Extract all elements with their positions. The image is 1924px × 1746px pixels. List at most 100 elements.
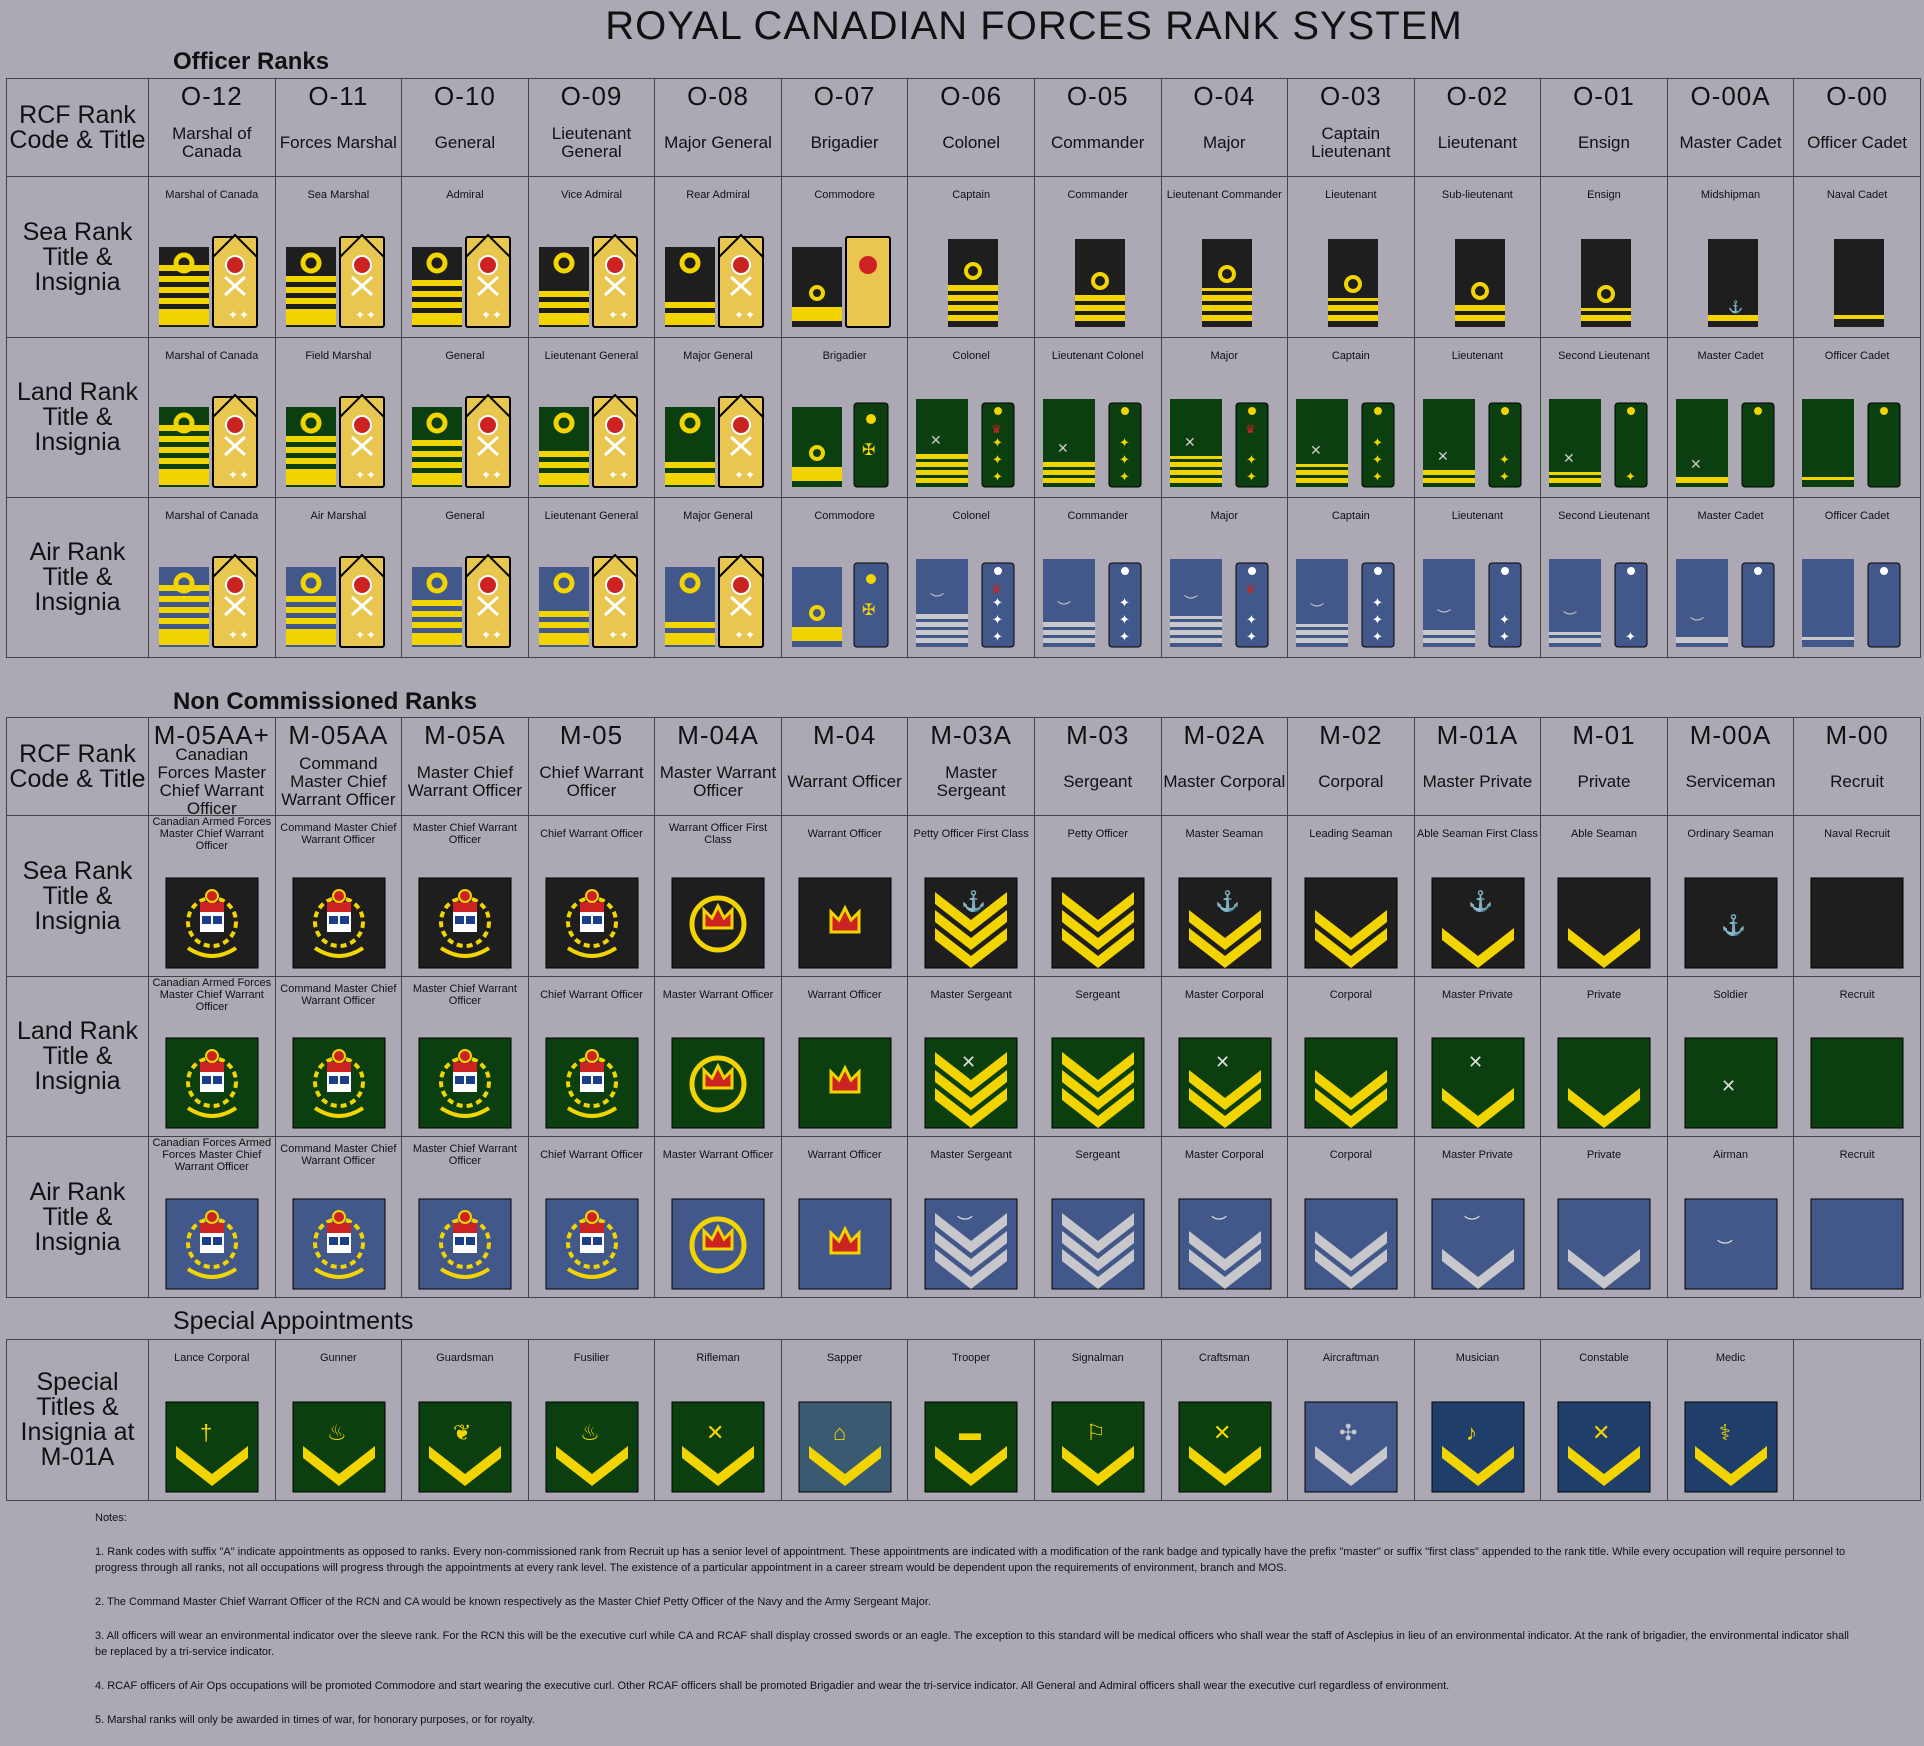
- air-insignia-icon: ︶: [908, 1193, 1034, 1291]
- rank-header-cell: M-00A Serviceman: [1666, 717, 1795, 816]
- svg-text:✦: ✦: [619, 468, 629, 482]
- land-insignia-icon: [1541, 1032, 1667, 1130]
- page-title: ROYAL CANADIAN FORCES RANK SYSTEM: [605, 4, 1463, 48]
- rank-header-cell: M-04 Warrant Officer: [780, 717, 909, 816]
- svg-text:︶: ︶: [1211, 1215, 1227, 1233]
- rank-code: O-00: [1826, 81, 1888, 111]
- air-rank-cell: Master Sergeant ︶: [907, 1136, 1035, 1298]
- land-rank-cell: Field Marshal ✦ ✦: [274, 337, 403, 498]
- svg-text:︶: ︶: [930, 592, 944, 608]
- svg-text:✕: ✕: [706, 1420, 724, 1445]
- svg-text:✦: ✦: [619, 308, 629, 322]
- svg-text:♨: ♨: [580, 1420, 600, 1445]
- air-insignia-icon: ✦ ✦: [149, 553, 275, 651]
- sea-insignia-icon: [1035, 872, 1161, 970]
- rank-title: General: [434, 133, 496, 152]
- sea-rank-title: Warrant Officer: [807, 828, 882, 840]
- land-rank-cell: Master Sergeant ✕: [907, 976, 1035, 1137]
- air-rank-title: Master Chief Warrant Officer: [412, 1143, 517, 1167]
- svg-text:✦: ✦: [608, 468, 618, 482]
- ncm-code-row: RCF Rank Code & Title M-05AA+ Canadian Fo…: [6, 717, 1921, 818]
- rank-code: M-04A: [677, 720, 759, 750]
- air-rank-cell: Corporal: [1287, 1136, 1415, 1298]
- land-insignia-icon: [1035, 1032, 1161, 1130]
- svg-text:✦: ✦: [492, 628, 502, 642]
- air-rank-cell: Airman ︶: [1666, 1136, 1795, 1298]
- svg-text:✦: ✦: [1246, 629, 1257, 644]
- rank-header-cell: O-03 Captain Lieutenant: [1287, 78, 1415, 177]
- air-insignia-icon: [1288, 1193, 1414, 1291]
- rank-title: Master Warrant Officer: [659, 763, 777, 800]
- sea-rank-cell: Naval Cadet: [1793, 176, 1921, 338]
- ncm-air-row: Air Rank Title & Insignia Canadian Force…: [6, 1136, 1921, 1298]
- svg-text:︶: ︶: [1184, 594, 1198, 610]
- special-insignia-icon: ⚕: [1668, 1396, 1794, 1494]
- air-rank-title: Commodore: [814, 510, 875, 522]
- svg-text:︶: ︶: [1563, 610, 1577, 626]
- svg-text:✦: ✦: [734, 308, 744, 322]
- special-title: Signalman: [1071, 1352, 1124, 1364]
- special-insignia-icon: †: [149, 1396, 275, 1494]
- air-rank-title: Master Private: [1441, 1149, 1513, 1161]
- sea-rank-cell: Ensign: [1540, 176, 1668, 338]
- air-rank-title: Canadian Forces Armed Forces Master Chie…: [152, 1137, 272, 1173]
- air-rank-title: Officer Cadet: [1824, 510, 1890, 522]
- rank-header-cell: M-05AA Command Master Chief Warrant Offic…: [274, 717, 403, 816]
- sea-rank-cell: Leading Seaman: [1287, 815, 1415, 977]
- sea-rank-cell: Lieutenant Commander: [1160, 176, 1289, 338]
- land-rank-cell: Master Chief Warrant Officer: [401, 976, 529, 1137]
- rank-header-cell: M-02 Corporal: [1287, 717, 1415, 816]
- sea-insignia-icon: [1035, 233, 1161, 331]
- rank-code: O-12: [180, 81, 243, 111]
- ncm-ranks-heading: Non Commissioned Ranks: [173, 688, 478, 715]
- land-insignia-icon: ✕: [1162, 1032, 1288, 1130]
- air-insignia-icon: ︶ ♛ ✦ ✦: [1162, 553, 1288, 651]
- special-title: [1794, 1340, 1920, 1376]
- officer-code-row: RCF Rank Code & Title O-12 Marshal of Can…: [6, 78, 1921, 177]
- air-rank-title: Lieutenant: [1451, 510, 1504, 522]
- land-insignia-icon: ✦ ✦: [149, 393, 275, 491]
- land-rank-cell: Lieutenant ✕ ✦ ✦: [1413, 337, 1542, 498]
- land-rank-title: Marshal of Canada: [165, 350, 259, 362]
- land-insignia-icon: ✕: [908, 1032, 1034, 1130]
- sea-insignia-icon: [782, 233, 908, 331]
- sea-insignia-icon: ⚓: [1668, 872, 1794, 970]
- air-insignia-icon: [1035, 1193, 1161, 1291]
- land-rank-title: Recruit: [1839, 989, 1875, 1001]
- svg-text:✕: ✕: [1592, 1420, 1610, 1445]
- special-title: Rifleman: [696, 1352, 740, 1364]
- svg-text:✕: ✕: [1213, 1420, 1231, 1445]
- special-appointments-table: Special Titles & Insignia at M-01A Lance…: [6, 1339, 1921, 1501]
- svg-text:✦: ✦: [1119, 612, 1130, 627]
- svg-text:✦: ✦: [1625, 469, 1636, 484]
- special-appointment-cell: [1793, 1339, 1921, 1501]
- svg-text:✦: ✦: [1372, 629, 1383, 644]
- rank-title: Major General: [664, 133, 772, 152]
- special-title: Fusilier: [573, 1352, 610, 1364]
- sea-insignia-icon: ⚓: [1162, 872, 1288, 970]
- sea-insignia-icon: [1541, 872, 1667, 970]
- svg-text:✕: ✕: [1184, 434, 1196, 450]
- special-title: Craftsman: [1198, 1352, 1250, 1364]
- officer-ranks-table: RCF Rank Code & Title O-12 Marshal of Can…: [6, 78, 1921, 658]
- land-insignia-icon: [655, 1032, 781, 1130]
- land-rank-cell: Lieutenant General ✦ ✦: [527, 337, 656, 498]
- svg-text:✦: ✦: [608, 628, 618, 642]
- sea-rank-title: Petty Officer: [1067, 828, 1128, 840]
- sea-rank-title: Sea Marshal: [307, 189, 370, 201]
- sea-rank-cell: Able Seaman First Class ⚓: [1413, 815, 1542, 977]
- rank-title: Major: [1203, 133, 1246, 152]
- rank-header-cell: O-12 Marshal of Canada: [148, 78, 276, 177]
- air-rank-title: Airman: [1713, 1149, 1748, 1161]
- svg-text:⌂: ⌂: [833, 1420, 846, 1445]
- sea-insignia-icon: [1794, 872, 1920, 970]
- svg-text:✦: ✦: [992, 629, 1003, 644]
- air-rank-cell: General ✦ ✦: [401, 497, 529, 658]
- sea-rank-cell: Naval Recruit: [1793, 815, 1921, 977]
- rank-code: O-11: [308, 81, 369, 111]
- air-rank-cell: Officer Cadet: [1793, 497, 1921, 658]
- rank-code: M-00A: [1689, 720, 1772, 750]
- svg-text:♛: ♛: [1245, 582, 1256, 596]
- sea-insignia-icon: [1288, 233, 1414, 331]
- svg-text:︶: ︶: [1690, 616, 1704, 632]
